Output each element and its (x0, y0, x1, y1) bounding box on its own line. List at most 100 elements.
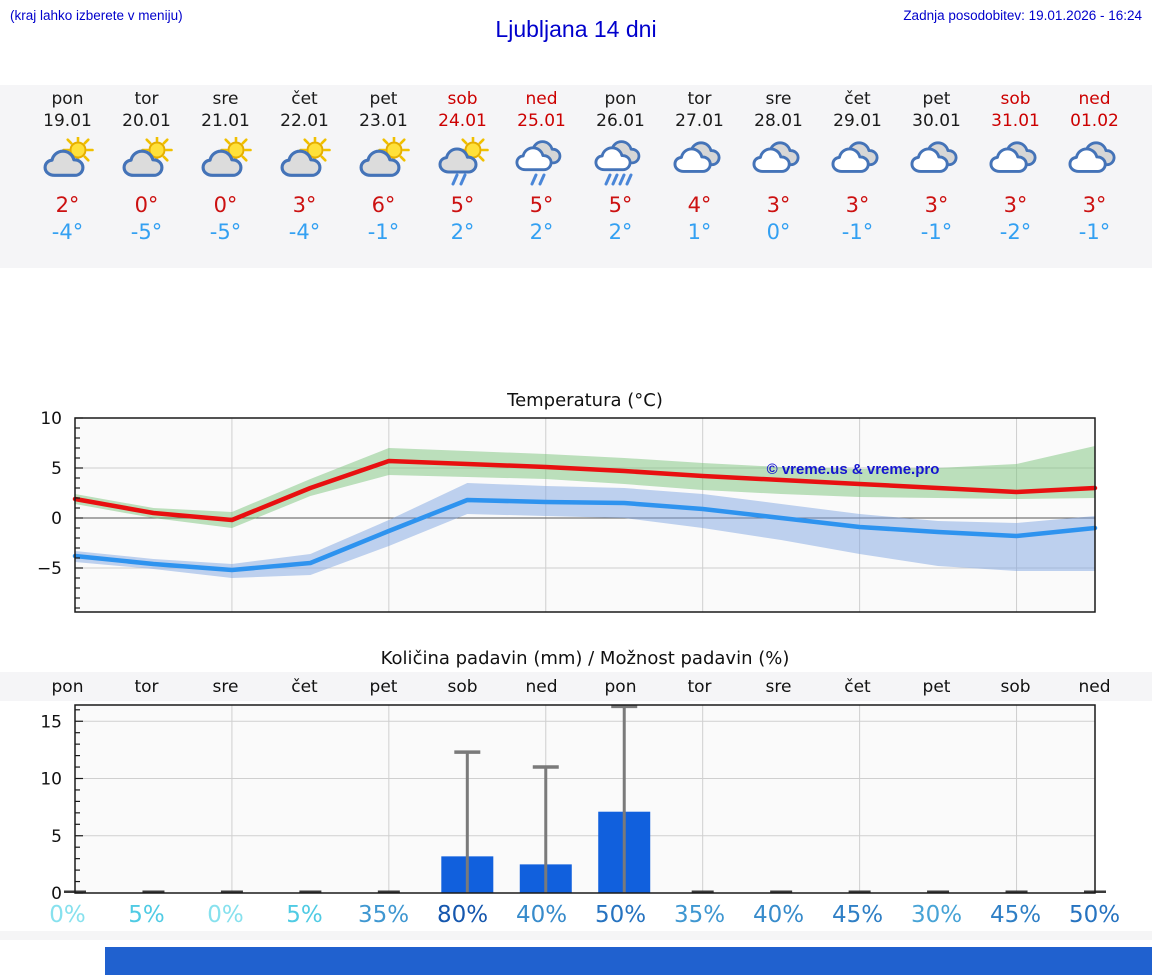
weather-icon-cloud-rain-heavy (593, 140, 640, 186)
forecast-day-col[interactable]: sob 31.01 3° -2° (976, 85, 1055, 268)
high-temp: 3° (292, 193, 317, 217)
day-date: 26.01 (596, 111, 645, 131)
svg-text:15: 15 (40, 712, 62, 732)
day-date: 20.01 (122, 111, 171, 131)
weather-icon-cloudy (830, 141, 879, 173)
low-temp: 1° (687, 220, 712, 244)
day-name: sob (447, 89, 478, 109)
day-icon-cell (186, 135, 265, 189)
precip-day-label: ned (1078, 676, 1111, 697)
precip-day-label: sre (765, 676, 792, 697)
weather-icon-cloud-rain-light (514, 140, 561, 186)
day-date: 28.01 (754, 111, 803, 131)
precip-day-label: pon (51, 676, 84, 697)
day-name: tor (134, 89, 159, 109)
day-date: 22.01 (280, 111, 329, 131)
forecast-day-col[interactable]: pet 30.01 3° -1° (897, 85, 976, 268)
precip-day-label: sob (447, 676, 478, 697)
low-temp: -5° (130, 220, 163, 244)
temperature-chart: 10 5 0 −5 (37, 409, 1098, 613)
precip-day-label: čet (291, 676, 318, 697)
day-name: sob (1000, 89, 1031, 109)
precip-probability: 40% (752, 902, 805, 928)
forecast-day-col[interactable]: ned 25.01 5° 2° (502, 85, 581, 268)
weather-icon-sun-cloud (201, 137, 252, 177)
high-temp: 5° (608, 193, 633, 217)
location-hint: (kraj lahko izberete v meniju) (10, 8, 183, 23)
high-temp: 2° (55, 193, 80, 217)
day-name: ned (525, 89, 558, 109)
day-name: pet (369, 89, 398, 109)
weather-icon-sun-cloud (280, 137, 331, 177)
forecast-day-col[interactable]: tor 27.01 4° 1° (660, 85, 739, 268)
forecast-day-col[interactable]: sre 28.01 3° 0° (739, 85, 818, 268)
day-icon-cell (897, 135, 976, 189)
day-icon-cell (660, 135, 739, 189)
forecast-strip: pon 19.01 2° -4° tor 20.01 0° -5° sre 21.01 0° -5° č… (0, 85, 1152, 268)
forecast-day-col[interactable]: sre 21.01 0° -5° (186, 85, 265, 268)
high-temp: 3° (845, 193, 870, 217)
forecast-day-col[interactable]: pon 26.01 5° 2° (581, 85, 660, 268)
low-temp: -5° (209, 220, 242, 244)
day-icon-cell (265, 135, 344, 189)
day-icon-cell (107, 135, 186, 189)
forecast-day-col[interactable]: pet 23.01 6° -1° (344, 85, 423, 268)
precip-day-labels: pon tor sre čet pet sob ned pon tor sre čet pet sob n… (0, 672, 1152, 701)
bottom-banner (105, 947, 1152, 975)
high-temp: 3° (1082, 193, 1107, 217)
low-temp: -1° (1078, 220, 1111, 244)
forecast-day-col[interactable]: čet 22.01 3° -4° (265, 85, 344, 268)
day-name: tor (687, 89, 712, 109)
watermark-link[interactable]: © vreme.us & vreme.pro (766, 461, 940, 478)
last-updated: Zadnja posodobitev: 19.01.2026 - 16:24 (903, 8, 1142, 23)
day-icon-cell (739, 135, 818, 189)
svg-text:10: 10 (40, 770, 62, 790)
precip-probability: 0% (49, 902, 86, 928)
forecast-day-col[interactable]: pon 19.01 2° -4° (28, 85, 107, 268)
precip-probability: 30% (910, 902, 963, 928)
day-name: sre (765, 89, 792, 109)
day-date: 21.01 (201, 111, 250, 131)
svg-text:0: 0 (51, 509, 62, 529)
low-temp: -4° (288, 220, 321, 244)
precip-day-label: pet (369, 676, 398, 697)
day-name: ned (1078, 89, 1111, 109)
temperature-chart-title: Temperatura (°C) (507, 390, 663, 411)
weather-icon-cloudy (672, 141, 721, 173)
high-temp: 3° (1003, 193, 1028, 217)
precip-probability: 50% (594, 902, 647, 928)
low-temp: 2° (608, 220, 633, 244)
low-temp: -1° (920, 220, 953, 244)
high-temp: 4° (687, 193, 712, 217)
precip-probability: 5% (128, 902, 165, 928)
day-icon-cell (344, 135, 423, 189)
sun-part (298, 137, 331, 166)
high-temp: 0° (213, 193, 238, 217)
low-temp: -2° (999, 220, 1032, 244)
divider-strip (0, 931, 1152, 940)
day-date: 29.01 (833, 111, 882, 131)
forecast-day-col[interactable]: tor 20.01 0° -5° (107, 85, 186, 268)
day-date: 24.01 (438, 111, 487, 131)
weather-icon-cloudy (751, 141, 800, 173)
sun-part (377, 137, 410, 166)
forecast-day-col[interactable]: ned 01.02 3° -1° (1055, 85, 1134, 268)
forecast-day-col[interactable]: čet 29.01 3° -1° (818, 85, 897, 268)
day-icon-cell (502, 135, 581, 189)
weather-icon-sun-cloud (43, 137, 94, 177)
svg-text:0: 0 (51, 884, 62, 904)
svg-text:5: 5 (51, 827, 62, 847)
weather-icon-sun-cloud-rain (438, 137, 489, 186)
precip-day-label: ned (525, 676, 558, 697)
day-date: 25.01 (517, 111, 566, 131)
high-temp: 5° (450, 193, 475, 217)
low-temp: -1° (367, 220, 400, 244)
precip-probability: 5% (286, 902, 323, 928)
weather-icon-cloudy (909, 141, 958, 173)
low-temp: 0° (766, 220, 791, 244)
precip-probability: 40% (515, 902, 568, 928)
forecast-day-col[interactable]: sob 24.01 5° 2° (423, 85, 502, 268)
day-icon-cell (423, 135, 502, 189)
weather-icon-cloudy (988, 141, 1037, 173)
high-temp: 3° (924, 193, 949, 217)
